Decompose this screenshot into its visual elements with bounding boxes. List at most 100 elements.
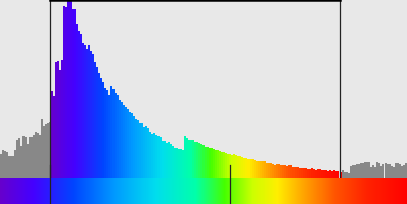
Bar	[177, 178, 178, 204]
Bar	[37, 133, 39, 178]
Bar	[222, 178, 223, 204]
Bar	[96, 178, 97, 204]
Bar	[273, 178, 274, 204]
Bar	[231, 178, 232, 204]
Bar	[94, 178, 96, 204]
Bar	[364, 162, 366, 178]
Bar	[59, 178, 60, 204]
Bar	[41, 120, 43, 178]
Bar	[270, 163, 272, 178]
Bar	[338, 178, 339, 204]
Bar	[284, 178, 285, 204]
Bar	[217, 178, 218, 204]
Bar	[366, 162, 368, 178]
Bar	[61, 60, 63, 178]
Bar	[129, 112, 131, 178]
Bar	[176, 148, 178, 178]
Bar	[396, 178, 397, 204]
Bar	[44, 178, 45, 204]
Bar	[294, 178, 295, 204]
Bar	[139, 178, 140, 204]
Bar	[303, 167, 305, 178]
Bar	[223, 178, 224, 204]
Bar	[59, 70, 61, 178]
Bar	[290, 178, 291, 204]
Bar	[17, 178, 18, 204]
Bar	[198, 143, 200, 178]
Bar	[35, 178, 36, 204]
Bar	[86, 49, 88, 178]
Bar	[157, 178, 158, 204]
Bar	[356, 178, 357, 204]
Bar	[42, 178, 43, 204]
Bar	[48, 178, 49, 204]
Bar	[106, 178, 107, 204]
Bar	[385, 163, 387, 178]
Bar	[387, 164, 389, 178]
Bar	[70, 178, 71, 204]
Bar	[241, 157, 243, 178]
Bar	[205, 147, 207, 178]
Bar	[241, 178, 242, 204]
Bar	[237, 178, 238, 204]
Bar	[128, 178, 129, 204]
Bar	[362, 163, 364, 178]
Bar	[337, 171, 339, 178]
Bar	[112, 89, 114, 178]
Bar	[149, 178, 150, 204]
Bar	[36, 178, 37, 204]
Bar	[288, 178, 289, 204]
Bar	[64, 178, 65, 204]
Bar	[395, 178, 396, 204]
Bar	[81, 178, 82, 204]
Bar	[289, 178, 290, 204]
Bar	[295, 167, 297, 178]
Bar	[331, 171, 333, 178]
Bar	[204, 178, 206, 204]
Bar	[132, 178, 133, 204]
Bar	[276, 178, 277, 204]
Bar	[111, 178, 112, 204]
Bar	[117, 178, 118, 204]
Bar	[195, 178, 196, 204]
Bar	[353, 178, 354, 204]
Bar	[335, 171, 337, 178]
Bar	[246, 178, 247, 204]
Bar	[317, 178, 319, 204]
Bar	[135, 119, 137, 178]
Bar	[47, 123, 49, 178]
Bar	[114, 93, 116, 178]
Bar	[313, 169, 315, 178]
Bar	[136, 178, 138, 204]
Bar	[174, 178, 175, 204]
Bar	[247, 159, 249, 178]
Bar	[73, 178, 74, 204]
Bar	[75, 178, 77, 204]
Bar	[267, 178, 268, 204]
Bar	[324, 178, 325, 204]
Bar	[309, 178, 310, 204]
Bar	[28, 178, 30, 204]
Bar	[212, 178, 214, 204]
Bar	[264, 161, 266, 178]
Bar	[68, 0, 70, 178]
Bar	[263, 178, 264, 204]
Bar	[297, 167, 299, 178]
Bar	[168, 178, 169, 204]
Bar	[403, 165, 405, 178]
Bar	[66, 7, 68, 178]
Bar	[84, 45, 86, 178]
Bar	[239, 178, 240, 204]
Bar	[306, 178, 307, 204]
Bar	[138, 178, 140, 204]
Bar	[350, 166, 352, 178]
Bar	[346, 178, 347, 204]
Bar	[313, 178, 314, 204]
Bar	[404, 178, 405, 204]
Bar	[326, 178, 328, 204]
Bar	[170, 178, 171, 204]
Bar	[276, 164, 278, 178]
Bar	[215, 150, 217, 178]
Bar	[122, 178, 123, 204]
Bar	[140, 178, 142, 204]
